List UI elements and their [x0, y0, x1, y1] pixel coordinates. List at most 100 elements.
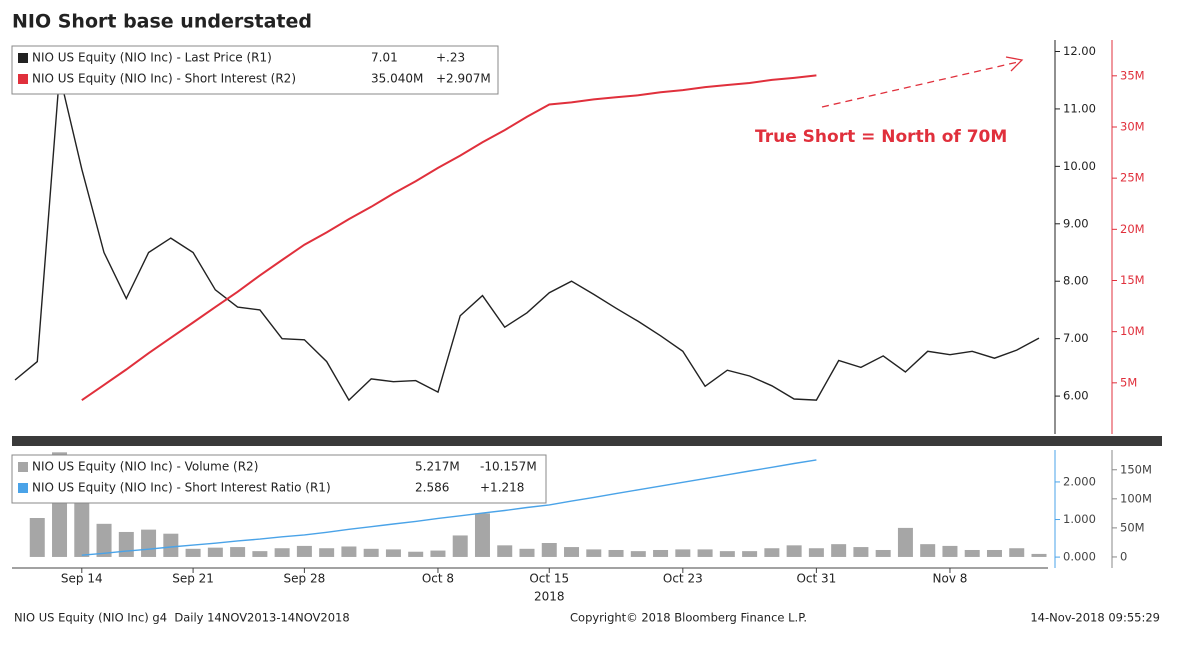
line	[81, 459, 817, 556]
legend-swatch	[18, 74, 28, 84]
y-tick-label: 15M	[1120, 273, 1145, 287]
footer-left: NIO US Equity (NIO Inc) g4 Daily 14NOV20…	[14, 611, 350, 625]
legend-change: +1.218	[480, 481, 524, 495]
bar	[497, 545, 513, 557]
bar	[541, 543, 557, 557]
line	[81, 74, 817, 402]
bar	[653, 549, 669, 557]
bar	[808, 548, 824, 557]
bar	[1009, 548, 1025, 557]
x-tick-label: Oct 15	[529, 572, 569, 586]
bar	[964, 549, 980, 557]
bar	[786, 545, 802, 557]
bar	[118, 531, 134, 557]
y-tick-label: 10M	[1120, 324, 1145, 338]
bar	[697, 549, 713, 557]
legend-swatch	[18, 53, 28, 63]
legend-name: NIO US Equity (NIO Inc) - Short Interest…	[32, 481, 331, 495]
bar	[96, 523, 112, 557]
x-tick-label: Oct 23	[663, 572, 703, 586]
y-tick-label: 11.00	[1063, 101, 1096, 115]
bar	[185, 548, 201, 557]
bar	[319, 548, 335, 557]
bar	[385, 549, 401, 557]
x-tick-label: Oct 8	[422, 572, 454, 586]
y-tick-label: 25M	[1120, 171, 1145, 185]
legend-swatch	[18, 483, 28, 493]
bar	[274, 548, 290, 557]
legend-name: NIO US Equity (NIO Inc) - Short Interest…	[32, 72, 296, 86]
bar	[141, 529, 157, 557]
bar	[764, 548, 780, 557]
legend-last: 2.586	[415, 481, 449, 495]
bar	[608, 549, 624, 557]
bar	[586, 549, 602, 557]
y-tick-label: 150M	[1120, 462, 1152, 476]
legend-change: +2.907M	[436, 72, 491, 86]
y-tick-label: 7.00	[1063, 331, 1089, 345]
x-year-label: 2018	[534, 590, 565, 604]
line	[14, 74, 1040, 402]
bar	[920, 544, 936, 557]
bar	[675, 549, 691, 557]
bar	[474, 513, 490, 557]
bar	[29, 518, 45, 557]
y-tick-label: 9.00	[1063, 216, 1089, 230]
footer-right: 14-Nov-2018 09:55:29	[1030, 611, 1160, 625]
bar	[408, 551, 424, 557]
y-tick-label: 20M	[1120, 222, 1145, 236]
bar	[986, 549, 1002, 557]
y-tick-label: 0.000	[1063, 550, 1096, 564]
y-tick-label: 5M	[1120, 375, 1137, 389]
y-tick-label: 2.000	[1063, 474, 1096, 488]
x-tick-label: Nov 8	[933, 572, 968, 586]
bar	[831, 544, 847, 557]
x-tick-label: Sep 14	[61, 572, 103, 586]
bar	[630, 551, 646, 557]
bar	[430, 550, 446, 557]
bar	[519, 548, 535, 557]
panel-separator	[12, 436, 1162, 446]
chart-title: NIO Short base understated	[12, 11, 312, 33]
bar	[719, 551, 735, 557]
legend-change: -10.157M	[480, 460, 537, 474]
bar	[942, 545, 958, 557]
y-tick-label: 8.00	[1063, 274, 1089, 288]
y-tick-label: 35M	[1120, 68, 1145, 82]
legend-last: 5.217M	[415, 460, 460, 474]
y-tick-label: 10.00	[1063, 159, 1096, 173]
annotation: True Short = North of 70M	[755, 127, 1007, 147]
y-tick-label: 1.000	[1063, 512, 1096, 526]
bar	[742, 551, 758, 557]
x-tick-label: Oct 31	[796, 572, 836, 586]
bar	[341, 546, 357, 557]
legend-name: NIO US Equity (NIO Inc) - Last Price (R1…	[32, 51, 272, 65]
bar	[207, 547, 223, 557]
legend	[11, 45, 499, 95]
y-tick-label: 50M	[1120, 520, 1145, 534]
bar	[1031, 553, 1047, 557]
legend	[11, 454, 547, 504]
annotation-arrowhead	[1005, 56, 1024, 72]
bar	[252, 551, 268, 557]
bar	[452, 535, 468, 557]
bar	[163, 533, 179, 557]
annotation-arrow	[821, 61, 1019, 108]
bar	[853, 547, 869, 557]
bar	[564, 547, 580, 557]
legend-name: NIO US Equity (NIO Inc) - Volume (R2)	[32, 460, 258, 474]
legend-last: 7.01	[371, 51, 398, 65]
footer-center: Copyright© 2018 Bloomberg Finance L.P.	[570, 611, 807, 625]
y-tick-label: 100M	[1120, 491, 1152, 505]
bar	[875, 549, 891, 557]
y-tick-label: 30M	[1120, 119, 1145, 133]
y-tick-label: 12.00	[1063, 44, 1096, 58]
legend-last: 35.040M	[371, 72, 423, 86]
y-tick-label: 6.00	[1063, 389, 1089, 403]
legend-change: +.23	[436, 51, 465, 65]
x-tick-label: Sep 28	[284, 572, 326, 586]
bar	[897, 527, 913, 557]
bar	[363, 548, 379, 557]
legend-swatch	[18, 462, 28, 472]
